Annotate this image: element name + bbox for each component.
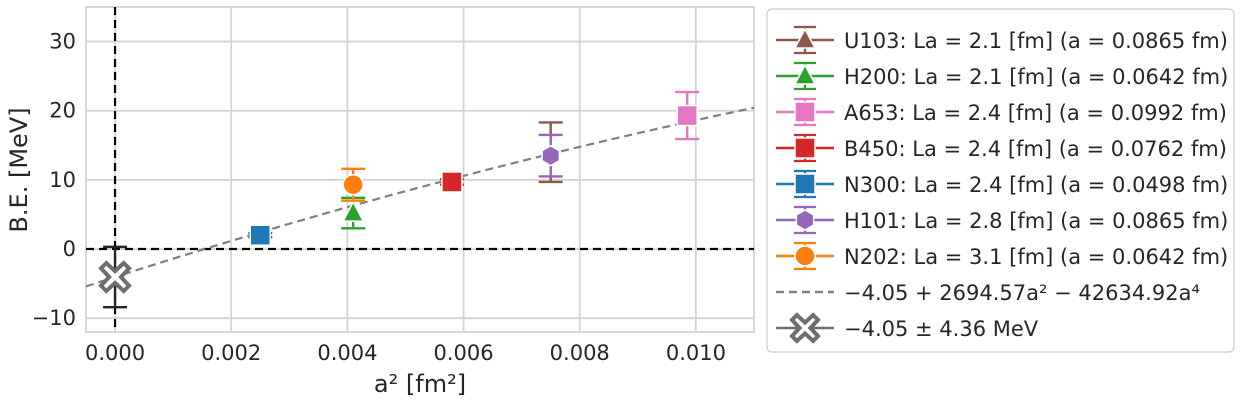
marker-b450 — [441, 171, 463, 193]
reference-lines — [86, 7, 754, 332]
fit-line — [85, 106, 755, 288]
point-n202 — [341, 167, 366, 202]
legend-entry-n202: N202: La = 3.1 [fm] (a = 0.0642 fm) — [776, 241, 1228, 271]
legend-label: N202: La = 3.1 [fm] (a = 0.0642 fm) — [844, 245, 1228, 269]
legend-label: −4.05 + 2694.57a² − 42634.92a⁴ — [844, 281, 1200, 305]
marker-extrapolation — [98, 260, 132, 294]
legend-label: N300: La = 2.4 [fm] (a = 0.0498 fm) — [844, 173, 1228, 197]
y-tick-label: −10 — [32, 306, 76, 330]
marker-n202 — [342, 173, 364, 196]
y-tick-labels: −10 0 10 20 30 — [32, 30, 76, 331]
legend-label: U103: La = 2.1 [fm] (a = 0.0865 fm) — [844, 29, 1228, 53]
point-a653 — [675, 90, 700, 141]
point-h101 — [538, 133, 563, 178]
x-tick-label: 0.002 — [201, 341, 261, 365]
legend-marker — [794, 245, 816, 267]
x-axis-label: a² [fm²] — [374, 370, 466, 398]
grid — [86, 7, 754, 332]
legend-entry-a653: A653: La = 2.4 [fm] (a = 0.0992 fm) — [776, 97, 1227, 127]
x-tick-label: 0.006 — [434, 341, 494, 365]
fit-curve — [85, 106, 755, 288]
legend-label: H101: La = 2.8 [fm] (a = 0.0865 fm) — [844, 209, 1228, 233]
x-tick-label: 0.010 — [666, 341, 726, 365]
y-tick-label: 10 — [49, 168, 76, 192]
y-axis-label: B.E. [MeV] — [5, 107, 33, 232]
point-h200 — [341, 196, 366, 230]
y-tick-label: 20 — [49, 99, 76, 123]
legend: U103: La = 2.1 [fm] (a = 0.0865 fm) H200:… — [766, 8, 1235, 353]
legend-entry-n300: N300: La = 2.4 [fm] (a = 0.0498 fm) — [776, 169, 1228, 199]
legend-marker — [794, 173, 816, 195]
x-tick-label: 0.004 — [317, 341, 377, 365]
y-tick-label: 30 — [49, 30, 76, 54]
legend-marker — [794, 101, 816, 123]
legend-marker — [793, 27, 817, 49]
plot-area — [85, 6, 755, 333]
marker-n300 — [249, 224, 272, 246]
legend-label: H200: La = 2.1 [fm] (a = 0.0642 fm) — [844, 65, 1228, 89]
x-tick-label: 0.008 — [550, 341, 610, 365]
legend-marker — [789, 312, 821, 344]
legend-entry-extrapolation: −4.05 ± 4.36 MeV — [776, 312, 1039, 344]
legend-entry-u103: U103: La = 2.1 [fm] (a = 0.0865 fm) — [776, 25, 1228, 55]
legend-entry-fit: −4.05 + 2694.57a² − 42634.92a⁴ — [776, 281, 1200, 305]
legend-label: −4.05 ± 4.36 MeV — [844, 317, 1039, 341]
legend-entry-b450: B450: La = 2.4 [fm] (a = 0.0762 fm) — [776, 133, 1227, 163]
legend-marker — [793, 63, 817, 85]
point-n300 — [248, 224, 273, 246]
legend-label: B450: La = 2.4 [fm] (a = 0.0762 fm) — [844, 137, 1227, 161]
x-tick-label: 0.000 — [85, 341, 145, 365]
marker-h200 — [341, 200, 365, 222]
point-b450 — [439, 171, 464, 193]
legend-entry-h200: H200: La = 2.1 [fm] (a = 0.0642 fm) — [776, 61, 1228, 91]
legend-marker — [795, 209, 815, 231]
legend-frame — [766, 8, 1235, 353]
legend-entry-h101: H101: La = 2.8 [fm] (a = 0.0865 fm) — [776, 205, 1228, 235]
x-tick-labels: 0.000 0.002 0.004 0.006 0.008 0.010 — [85, 341, 726, 365]
point-extrapolation — [98, 245, 132, 309]
legend-label: A653: La = 2.4 [fm] (a = 0.0992 fm) — [844, 101, 1227, 125]
data-points — [98, 90, 700, 309]
legend-marker — [794, 137, 816, 159]
marker-a653 — [676, 104, 698, 127]
marker-h101 — [541, 144, 561, 167]
y-tick-label: 0 — [63, 237, 76, 261]
